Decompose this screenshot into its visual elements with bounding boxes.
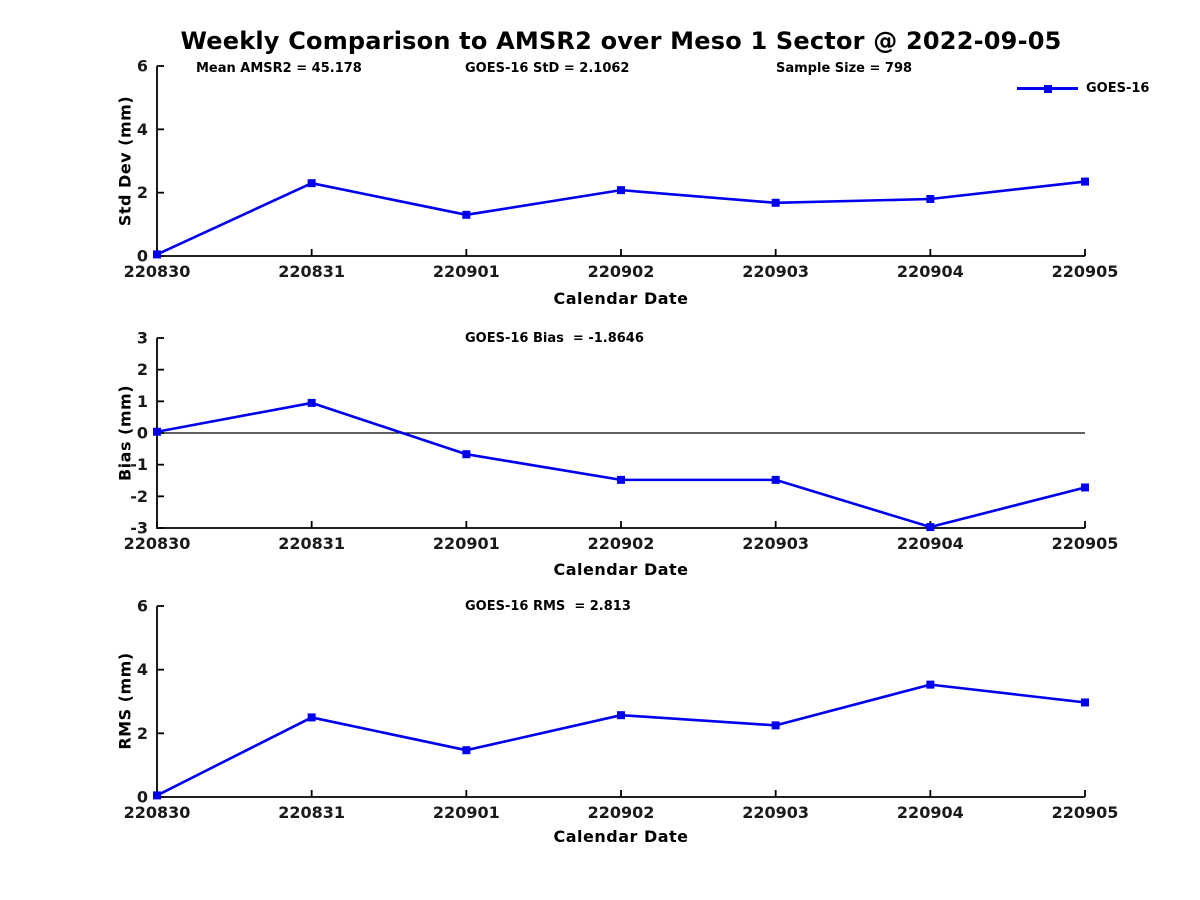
data-point-marker xyxy=(1081,483,1089,492)
data-point-marker xyxy=(617,475,625,484)
data-point-marker xyxy=(462,210,471,219)
data-point-marker xyxy=(307,179,316,188)
chart-title: Weekly Comparison to AMSR2 over Meso 1 S… xyxy=(180,27,1062,55)
x-tick-label: 220904 xyxy=(897,803,964,822)
y-tick-label: 3 xyxy=(137,329,148,348)
annotation-goes16-bias: GOES-16 Bias = -1.8646 xyxy=(465,331,644,346)
xlabel-plot3: Calendar Date xyxy=(553,827,689,846)
y-tick-label: -3 xyxy=(130,519,148,538)
x-tick-label: 220831 xyxy=(278,534,345,553)
x-tick-label: 220830 xyxy=(124,803,191,822)
x-tick-label: 220902 xyxy=(588,262,655,281)
annotation-sample-size: Sample Size = 798 xyxy=(776,61,913,76)
data-point-marker xyxy=(153,791,161,800)
data-point-marker xyxy=(771,475,780,484)
annotation-goes16-std: GOES-16 StD = 2.1062 xyxy=(465,61,630,76)
x-tick-label: 220902 xyxy=(588,534,655,553)
x-tick-label: 220901 xyxy=(433,803,500,822)
x-tick-label: 220903 xyxy=(742,534,809,553)
data-point-marker xyxy=(307,713,316,722)
y-tick-label: 2 xyxy=(137,183,148,202)
x-tick-label: 220830 xyxy=(124,534,191,553)
data-point-marker xyxy=(617,711,625,720)
data-point-marker xyxy=(771,198,780,207)
series-line-goes-16 xyxy=(156,401,1086,529)
x-tick-label: 220903 xyxy=(742,262,809,281)
data-point-marker xyxy=(926,195,935,203)
y-tick-label: 4 xyxy=(137,120,148,139)
data-point-marker xyxy=(926,523,935,532)
data-point-marker xyxy=(1081,177,1089,186)
y-tick-label: 0 xyxy=(137,788,148,807)
data-point-marker xyxy=(617,186,625,195)
x-tick-label: 220830 xyxy=(124,262,191,281)
x-tick-label: 220904 xyxy=(897,534,964,553)
data-point-marker xyxy=(153,427,161,436)
annotation-mean-amsr2: Mean AMSR2 = 45.178 xyxy=(196,61,362,76)
y-tick-label: 4 xyxy=(137,660,148,679)
x-tick-label: 220902 xyxy=(588,803,655,822)
annotation-goes16-rms: GOES-16 RMS = 2.813 xyxy=(465,599,631,614)
y-tick-label: 2 xyxy=(137,724,148,743)
legend: GOES-16 xyxy=(1017,81,1149,96)
y-tick-label: 1 xyxy=(137,392,148,411)
subplot-rms: 0 2 4 6 220830 220831 220901 220902 220903 220904… xyxy=(124,597,1119,823)
x-tick-label: 220905 xyxy=(1052,262,1119,281)
subplot-bias: -3 -2 -1 0 1 2 3 220830 220831 220901 220902 220903… xyxy=(124,329,1119,554)
y-tick-label: 0 xyxy=(137,247,148,266)
y-tick-label: 0 xyxy=(137,424,148,443)
x-tick-label: 220901 xyxy=(433,262,500,281)
data-point-marker xyxy=(462,746,471,755)
y-tick-label: -1 xyxy=(130,455,148,474)
xlabel-plot2: Calendar Date xyxy=(553,560,689,579)
legend-line-sample xyxy=(1017,84,1078,93)
series-line-goes-16 xyxy=(156,683,1086,797)
x-tick-label: 220904 xyxy=(897,262,964,281)
y-tick-label: -2 xyxy=(130,487,148,506)
x-tick-label: 220831 xyxy=(278,262,345,281)
x-tick-label: 220905 xyxy=(1052,534,1119,553)
x-tick-label: 220903 xyxy=(742,803,809,822)
data-point-marker xyxy=(926,680,935,689)
subplot-std-dev: 0 2 4 6 220830 220831 220901 220902 220903 220904… xyxy=(124,57,1119,282)
data-point-marker xyxy=(771,721,780,730)
y-tick-label: 2 xyxy=(137,360,148,379)
legend-square-marker-icon xyxy=(1043,84,1052,93)
legend-label: GOES-16 xyxy=(1086,81,1150,96)
data-point-marker xyxy=(462,450,471,459)
data-point-marker xyxy=(307,398,316,407)
data-point-marker xyxy=(153,250,161,259)
x-tick-label: 220905 xyxy=(1052,803,1119,822)
x-tick-label: 220831 xyxy=(278,803,345,822)
x-tick-label: 220901 xyxy=(433,534,500,553)
y-tick-label: 6 xyxy=(137,57,148,76)
data-point-marker xyxy=(1081,698,1089,707)
xlabel-plot1: Calendar Date xyxy=(553,289,689,308)
y-tick-label: 6 xyxy=(137,597,148,616)
